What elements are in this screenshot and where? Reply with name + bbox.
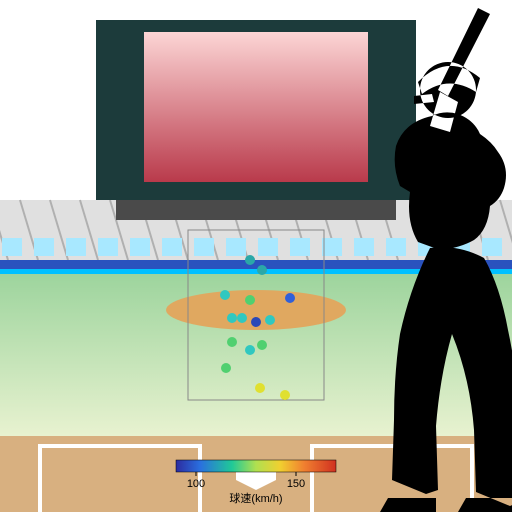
stand-window <box>66 238 86 256</box>
pitch-marker <box>227 313 237 323</box>
pitch-marker <box>280 390 290 400</box>
pitch-marker <box>285 293 295 303</box>
stand-window <box>162 238 182 256</box>
stand-window <box>354 238 374 256</box>
scoreboard-screen <box>144 32 368 182</box>
pitch-marker <box>265 315 275 325</box>
stand-window <box>226 238 246 256</box>
stand-window <box>482 238 502 256</box>
stand-window <box>2 238 22 256</box>
stand-window <box>194 238 214 256</box>
scoreboard-base <box>116 200 396 220</box>
stand-window <box>34 238 54 256</box>
pitch-marker <box>237 313 247 323</box>
stand-window <box>386 238 406 256</box>
stand-window <box>258 238 278 256</box>
colorbar-tick-label: 150 <box>287 478 305 490</box>
pitch-marker <box>255 383 265 393</box>
pitch-marker <box>245 345 255 355</box>
colorbar <box>176 460 336 472</box>
colorbar-tick-label: 100 <box>187 478 205 490</box>
pitch-marker <box>227 337 237 347</box>
pitch-marker <box>220 290 230 300</box>
pitch-marker <box>257 265 267 275</box>
pitch-marker <box>245 255 255 265</box>
stand-window <box>322 238 342 256</box>
pitch-marker <box>257 340 267 350</box>
pitch-marker <box>245 295 255 305</box>
pitch-marker <box>251 317 261 327</box>
pitch-marker <box>221 363 231 373</box>
stand-window <box>290 238 310 256</box>
stand-window <box>98 238 118 256</box>
colorbar-label: 球速(km/h) <box>229 491 282 505</box>
stand-window <box>130 238 150 256</box>
